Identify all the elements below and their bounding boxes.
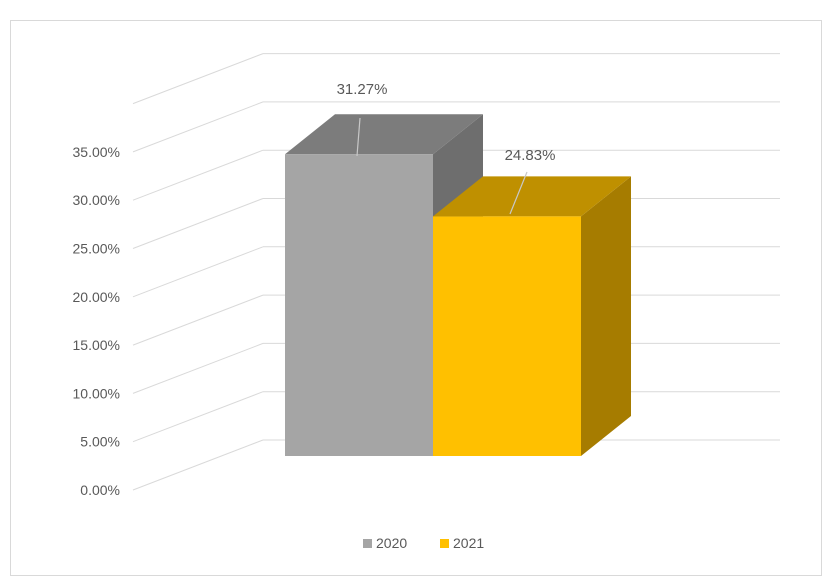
bars: [285, 114, 631, 456]
bar-2021: [433, 216, 581, 456]
y-tick-label: 25.00%: [73, 241, 120, 257]
y-tick-label: 5.00%: [80, 434, 120, 450]
bar-top: [285, 114, 483, 155]
y-tick-label: 0.00%: [80, 482, 120, 498]
y-tick-label: 30.00%: [73, 192, 120, 208]
y-tick-label: 35.00%: [73, 144, 120, 160]
y-tick-label: 15.00%: [73, 337, 120, 353]
gridline-diagonal: [132, 198, 264, 249]
data-label: 31.27%: [337, 81, 388, 98]
legend-swatch-2020: [363, 539, 372, 548]
y-axis-ticks: 0.00% 5.00% 10.00% 15.00% 20.00% 25.00% 30.00%…: [73, 144, 120, 498]
gridline-diagonal: [132, 391, 264, 443]
legend-label: 2020: [376, 535, 407, 551]
bar-side: [581, 176, 631, 456]
gridline-diagonal: [132, 246, 264, 298]
legend: 2020 2021: [363, 535, 484, 551]
y-tick-label: 20.00%: [73, 289, 120, 305]
gridline-diagonal: [132, 342, 264, 394]
bar-top: [433, 176, 631, 217]
legend-label: 2021: [453, 535, 484, 551]
gridline-diagonal: [132, 53, 264, 105]
leader-line: [509, 171, 528, 215]
bar-2020: [285, 154, 433, 456]
gridline-diagonal: [132, 101, 264, 153]
y-tick-label: 10.00%: [73, 385, 120, 401]
data-label: 24.83%: [505, 147, 556, 164]
gridline-diagonal: [132, 294, 264, 346]
gridline-diagonal: [132, 149, 264, 201]
leader-line: [356, 117, 361, 157]
gridline-diagonal: [132, 439, 264, 491]
data-labels: 31.27% 24.83%: [337, 81, 556, 215]
legend-swatch-2021: [440, 539, 449, 548]
